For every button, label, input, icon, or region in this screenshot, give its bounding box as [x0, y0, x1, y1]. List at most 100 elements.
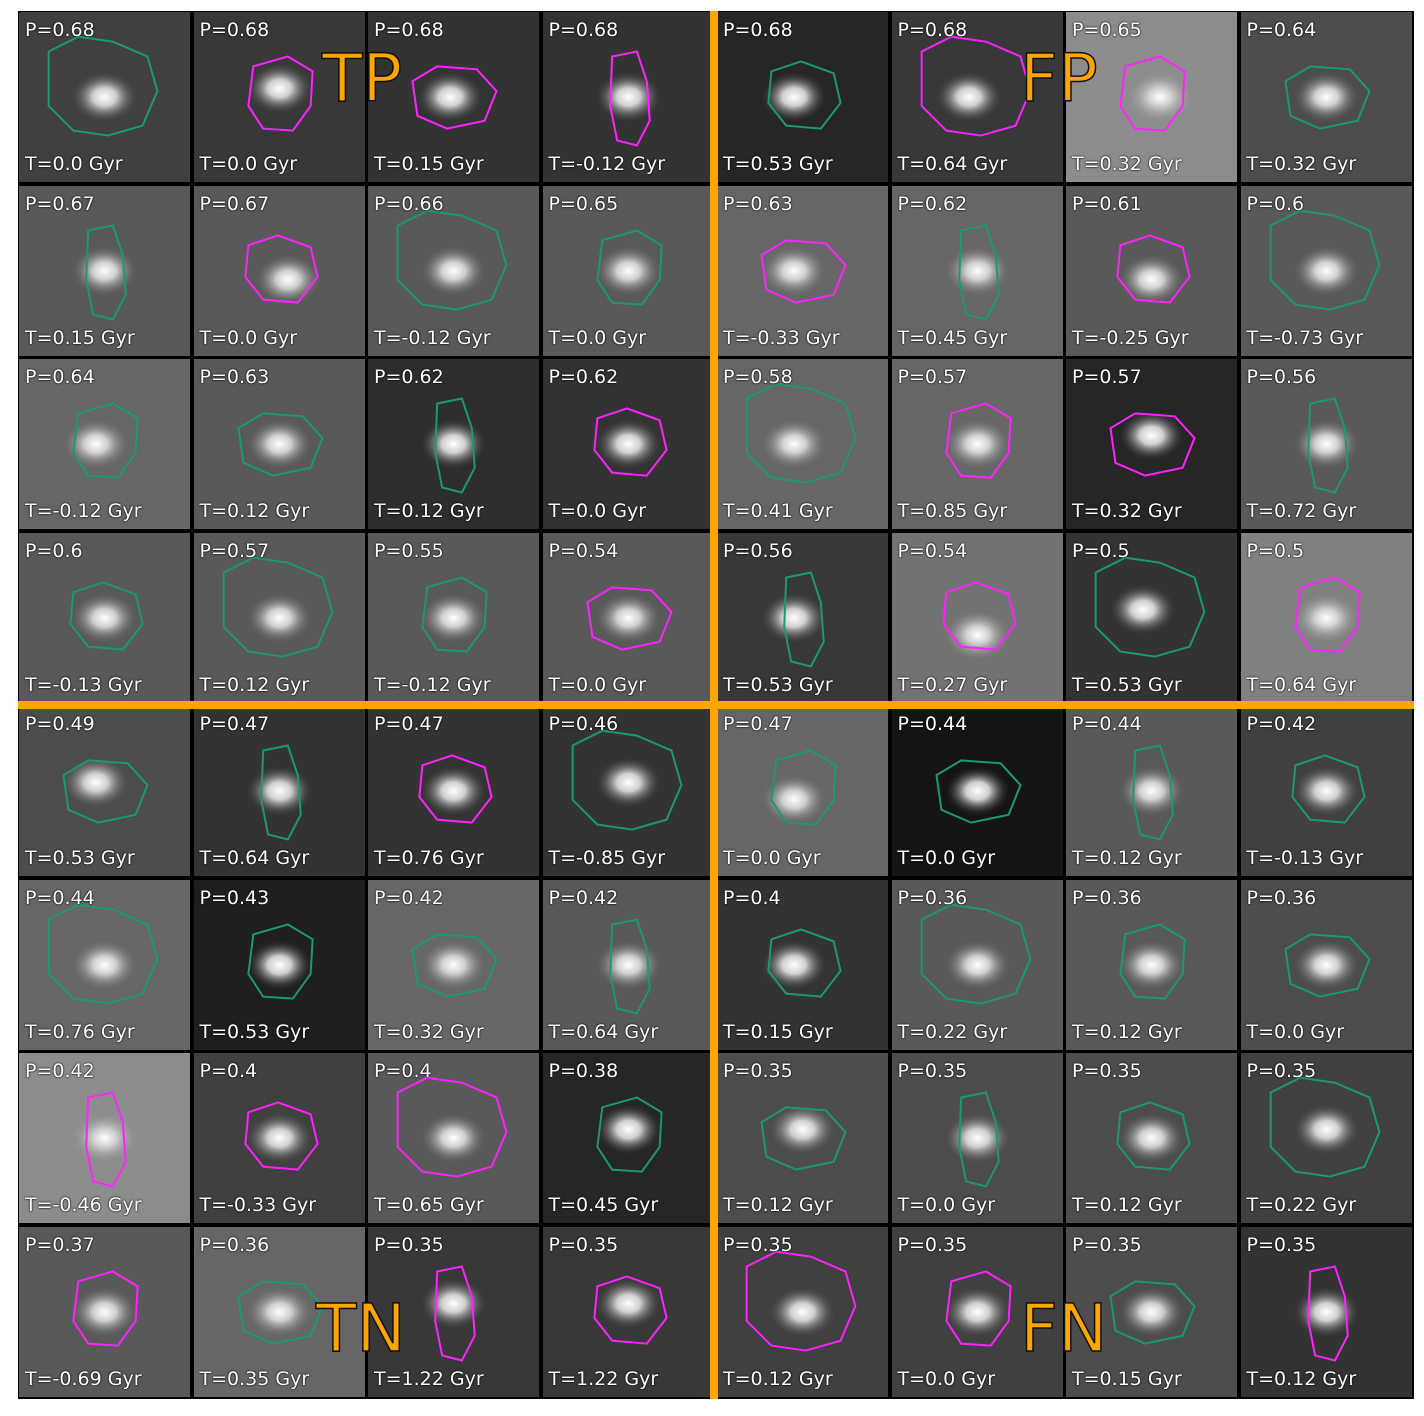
galaxy-cutout-r1-c6: P=0.68 T=0.64 Gyr [890, 11, 1064, 183]
galaxy-cutout-r7-c8: P=0.35 T=0.22 Gyr [1239, 1052, 1413, 1224]
galaxy-cutout-r7-c7: P=0.35 T=0.12 Gyr [1065, 1052, 1238, 1224]
time-label: T=0.12 Gyr [1072, 1020, 1182, 1043]
time-label: T=-0.25 Gyr [1072, 326, 1189, 349]
galaxy-cutout-r8-c7: P=0.35 T=0.15 Gyr [1065, 1225, 1238, 1398]
galaxy-cutout-r8-c4: P=0.35 T=1.22 Gyr [541, 1225, 715, 1398]
segmentation-contour [1119, 55, 1186, 132]
galaxy-cutout-r6-c4: P=0.42 T=0.64 Gyr [541, 878, 715, 1051]
probability-label: P=0.35 [723, 1233, 793, 1256]
galaxy-image [19, 706, 190, 876]
segmentation-contour [243, 233, 319, 304]
galaxy-cutout-r2-c1: P=0.67 T=0.15 Gyr [18, 184, 191, 357]
galaxy-cutout-r6-c7: P=0.36 T=0.12 Gyr [1065, 878, 1238, 1051]
segmentation-contour [944, 1269, 1012, 1347]
galaxy-image [1240, 879, 1412, 1050]
probability-label: P=0.44 [897, 713, 968, 735]
galaxy-image [542, 12, 714, 182]
galaxy-image [19, 1053, 190, 1223]
galaxy-image [368, 1053, 539, 1223]
probability-label: P=0.57 [897, 366, 968, 388]
probability-label: P=0.4 [374, 1060, 432, 1082]
time-label: T=0.53 Gyr [199, 1020, 310, 1043]
probability-label: P=0.57 [199, 539, 270, 562]
galaxy-cutout-r7-c5: P=0.35 T=0.12 Gyr [716, 1052, 889, 1224]
probability-label: P=0.66 [374, 192, 444, 215]
segmentation-contour [72, 402, 139, 479]
probability-label: P=0.44 [1072, 713, 1142, 735]
galaxy-image [1066, 706, 1237, 876]
galaxy-cutout-r1-c7: P=0.65 T=0.32 Gyr [1065, 11, 1238, 183]
galaxy-cutout-r3-c7: P=0.57 T=0.32 Gyr [1065, 358, 1238, 530]
time-label: T=0.32 Gyr [1072, 153, 1182, 175]
galaxy-image [717, 12, 888, 182]
galaxy-image [368, 532, 539, 703]
segmentation-contour [259, 744, 302, 841]
segmentation-contour [418, 754, 493, 824]
galaxy-cutout-r1-c2: P=0.68 T=0.0 Gyr [192, 11, 366, 183]
galaxy-cutout-r5-c2: P=0.47 T=0.64 Gyr [192, 705, 366, 877]
galaxy-cutout-r7-c6: P=0.35 T=0.0 Gyr [890, 1052, 1064, 1224]
probability-label: P=0.47 [723, 713, 793, 735]
time-label: T=-0.73 Gyr [1246, 326, 1364, 349]
galaxy-cutout-r8-c5: P=0.35 T=0.12 Gyr [716, 1225, 889, 1398]
time-label: T=0.0 Gyr [548, 326, 647, 349]
segmentation-contour [222, 556, 333, 658]
galaxy-image [1240, 1053, 1412, 1223]
segmentation-contour [957, 1091, 1000, 1188]
segmentation-contour [745, 1250, 857, 1352]
galaxy-image [891, 185, 1063, 356]
time-label: T=0.64 Gyr [199, 847, 310, 869]
segmentation-contour [1109, 1279, 1196, 1345]
galaxy-image [717, 359, 888, 529]
galaxy-cutout-r3-c8: P=0.56 T=0.72 Gyr [1239, 358, 1413, 530]
probability-label: P=0.37 [25, 1233, 95, 1256]
probability-label: P=0.35 [1072, 1060, 1142, 1082]
galaxy-cutout-r4-c4: P=0.54 T=0.0 Gyr [541, 531, 715, 704]
probability-label: P=0.58 [723, 366, 793, 388]
galaxy-image [891, 359, 1063, 529]
galaxy-image [542, 1226, 714, 1397]
probability-label: P=0.44 [25, 886, 95, 909]
segmentation-contour [585, 585, 673, 651]
galaxy-image [542, 706, 714, 876]
segmentation-contour [608, 917, 651, 1015]
galaxy-cutout-r2-c6: P=0.62 T=0.45 Gyr [890, 184, 1064, 357]
segmentation-contour [47, 903, 159, 1005]
galaxy-image [193, 359, 365, 529]
galaxy-cutout-r6-c6: P=0.36 T=0.22 Gyr [890, 878, 1064, 1051]
galaxy-image [1240, 532, 1412, 703]
probability-label: P=0.35 [374, 1233, 444, 1256]
probability-label: P=0.68 [897, 19, 968, 41]
segmentation-contour [72, 1269, 139, 1347]
galaxy-cutout-r8-c3: P=0.35 T=1.22 Gyr [367, 1225, 540, 1398]
segmentation-contour [920, 903, 1031, 1005]
segmentation-contour [957, 223, 1000, 321]
probability-label: P=0.65 [548, 192, 619, 215]
galaxy-image [1066, 12, 1237, 182]
probability-label: P=0.36 [199, 1233, 270, 1256]
galaxy-cutout-r5-c1: P=0.49 T=0.53 Gyr [18, 705, 191, 877]
segmentation-contour [1306, 397, 1349, 494]
time-label: T=0.12 Gyr [723, 1194, 833, 1216]
probability-label: P=0.36 [897, 886, 968, 909]
probability-label: P=0.35 [897, 1060, 968, 1082]
time-label: T=0.12 Gyr [723, 1367, 833, 1390]
time-label: T=0.53 Gyr [723, 673, 833, 696]
galaxy-cutout-r5-c8: P=0.42 T=-0.13 Gyr [1239, 705, 1413, 877]
galaxy-cutout-r3-c3: P=0.62 T=0.12 Gyr [367, 358, 540, 530]
galaxy-cutout-r4-c7: P=0.5 T=0.53 Gyr [1065, 531, 1238, 704]
time-label: T=-0.13 Gyr [25, 673, 142, 696]
probability-label: P=0.61 [1072, 192, 1142, 215]
time-label: T=0.65 Gyr [374, 1194, 484, 1216]
time-label: T=0.45 Gyr [897, 326, 1008, 349]
segmentation-contour [767, 927, 842, 998]
time-label: T=0.15 Gyr [1072, 1367, 1182, 1390]
segmentation-contour [236, 412, 324, 477]
galaxy-cutout-r1-c5: P=0.68 T=0.53 Gyr [716, 11, 889, 183]
time-label: T=0.45 Gyr [548, 1194, 659, 1216]
galaxy-image [368, 706, 539, 876]
segmentation-contour [243, 1101, 319, 1171]
galaxy-image [1066, 1053, 1237, 1223]
time-label: T=0.32 Gyr [1072, 500, 1182, 522]
galaxy-cutout-r8-c2: P=0.36 T=0.35 Gyr [192, 1225, 366, 1398]
